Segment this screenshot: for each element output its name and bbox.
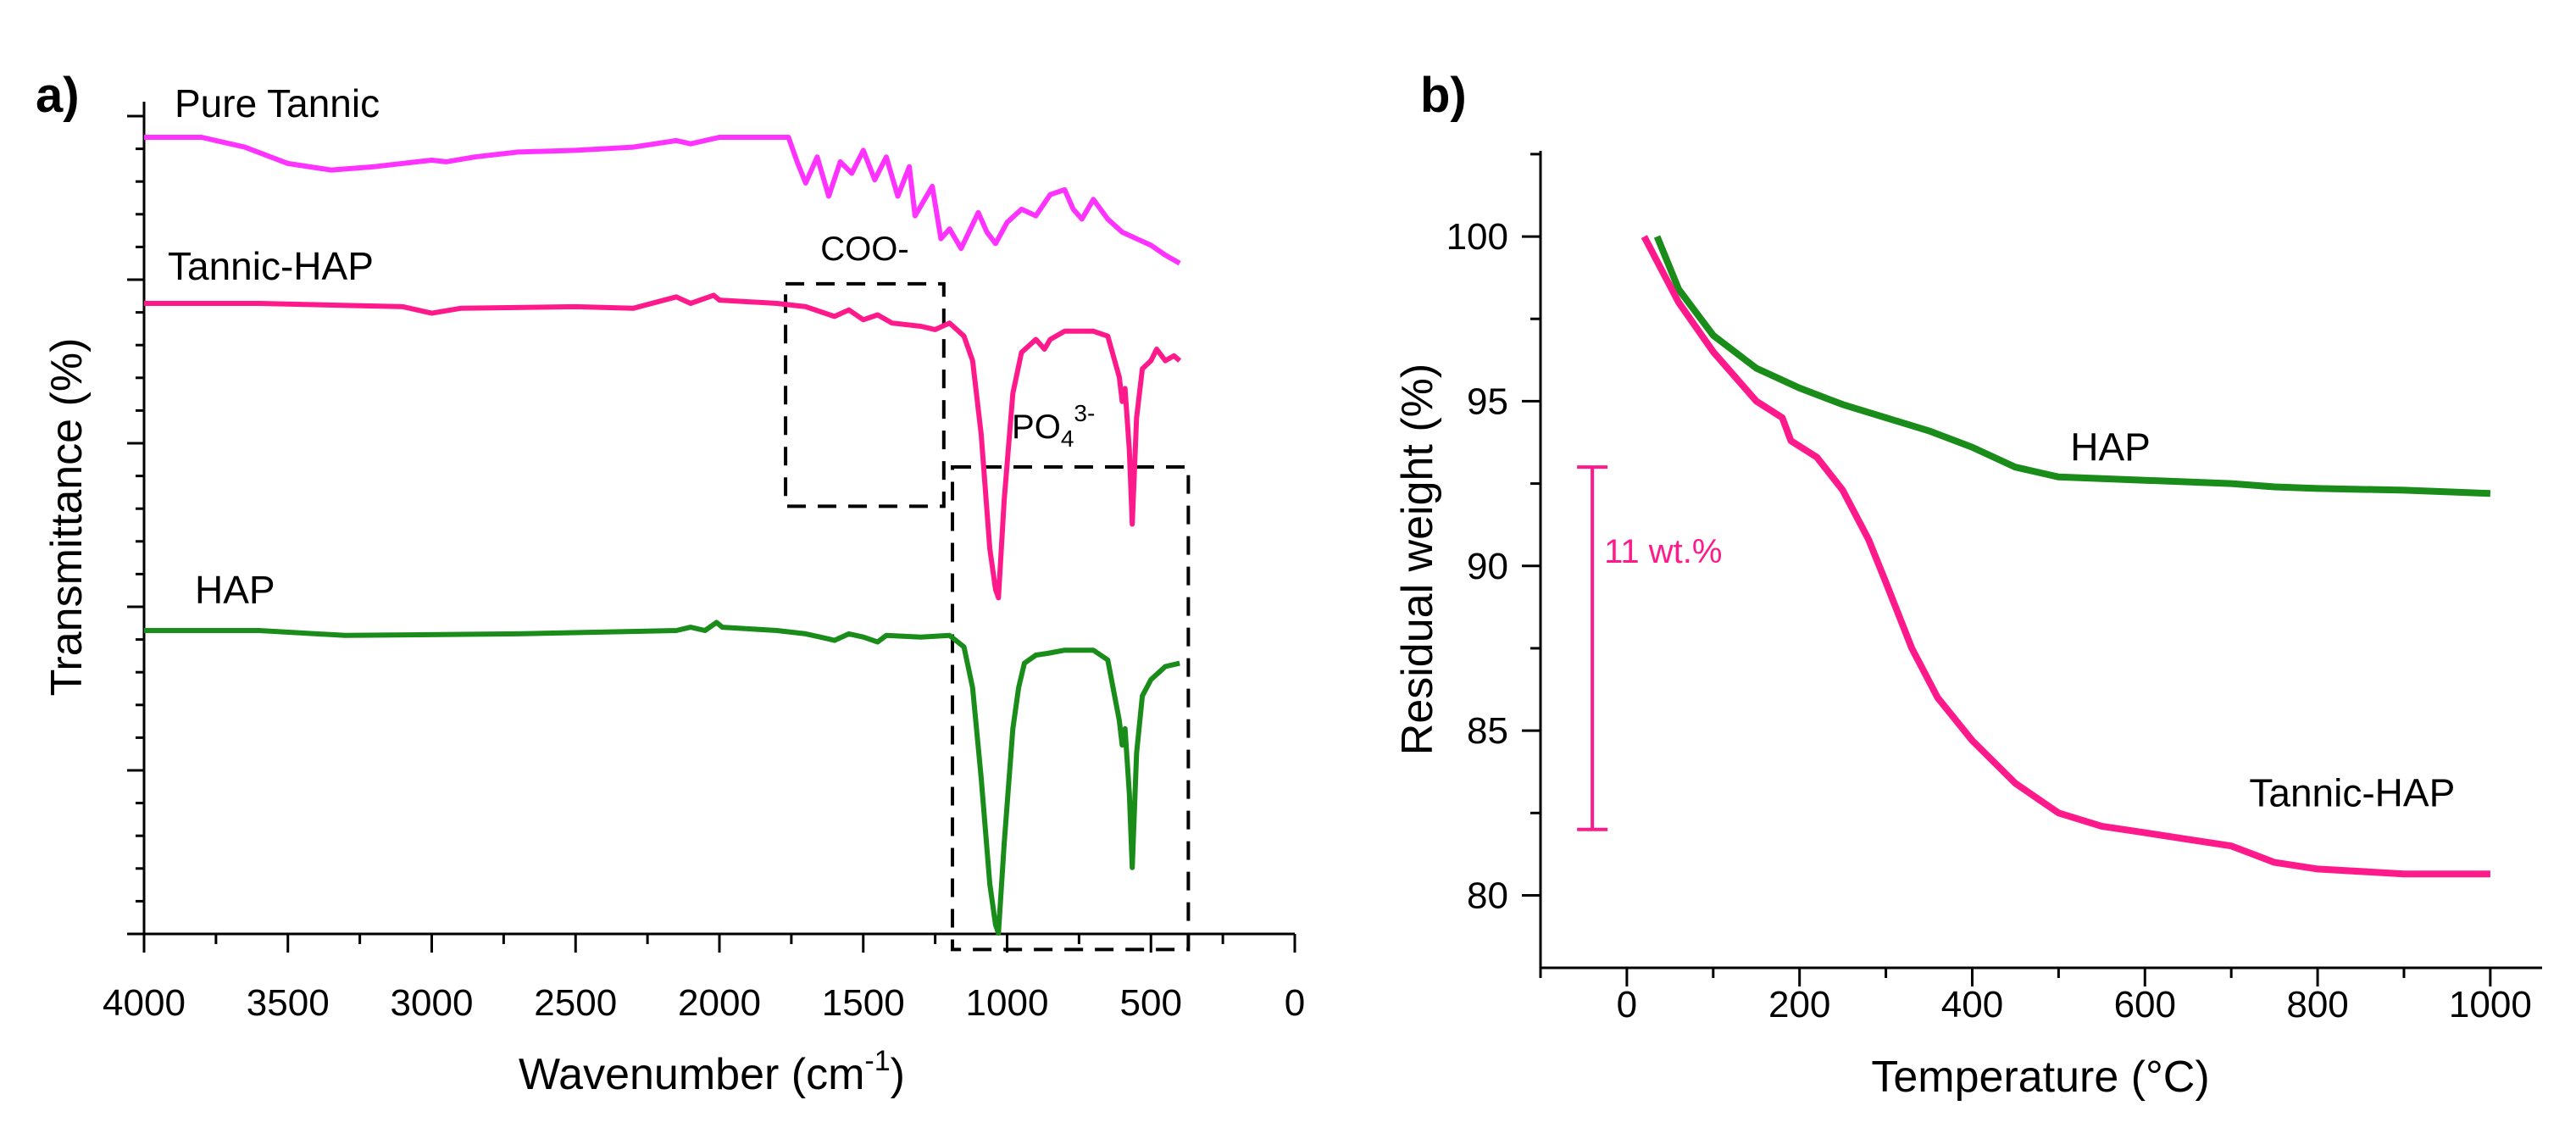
ftir-x-tick-label: 1000: [966, 982, 1049, 1024]
ftir-x-tick-label: 3000: [391, 982, 474, 1024]
tga-y-tick-label: 85: [1467, 710, 1508, 752]
ftir-x-tick-label: 500: [1120, 982, 1182, 1024]
tga-label-hap: HAP: [2070, 425, 2151, 469]
ftir-y-ticks: [127, 114, 144, 936]
weight-loss-range-label: 11 wt.%: [1604, 533, 1722, 570]
tga-x-ticks: 0 200 400 600 800 1000: [1539, 968, 2532, 1025]
ftir-y-axis-title: Transmittance (%): [42, 338, 92, 697]
tga-y-tick-label: 95: [1467, 381, 1508, 422]
ftir-panel: a) 4000 3500 3000 2500 2000 1500 1000 500 0 Wave…: [36, 68, 1305, 1099]
ftir-x-axis-title: Wavenumber (cm-1): [519, 1045, 905, 1099]
ftir-x-tick-label: 2000: [678, 982, 761, 1024]
tga-label-tannic-hap: Tannic-HAP: [2249, 771, 2455, 815]
ftir-x-tick-label: 0: [1285, 982, 1305, 1024]
ftir-series-hap: [144, 620, 1180, 936]
coo-region-label: COO-: [820, 231, 908, 268]
tga-y-tick-label: 90: [1467, 546, 1508, 587]
po4-region-label: PO43-: [1012, 400, 1095, 452]
tga-series-hap: [1653, 235, 2491, 497]
ftir-series-tannic-hap: [144, 292, 1182, 601]
tga-x-tick-label: 200: [1768, 984, 1830, 1025]
tga-x-tick-label: 1000: [2449, 984, 2532, 1025]
ftir-x-tick-label: 1500: [822, 982, 905, 1024]
panel-b-label: b): [1420, 68, 1467, 123]
ftir-label-tannic-hap: Tannic-HAP: [168, 244, 374, 288]
tga-y-ticks: 80 85 90 95 100: [1446, 153, 1541, 916]
ftir-x-tick-label: 4000: [103, 982, 186, 1024]
tga-x-tick-label: 0: [1617, 984, 1637, 1025]
tga-series-tannic-hap: [1641, 235, 2490, 878]
ftir-x-tick-label: 3500: [247, 982, 330, 1024]
po4-region-box: [950, 465, 1191, 952]
tga-x-tick-label: 600: [2114, 984, 2176, 1025]
tga-y-tick-label: 80: [1467, 875, 1508, 916]
tga-panel: b) 80 85 90 95 100 0 200 400 600 800 1000 Tempera…: [1393, 68, 2542, 1102]
ftir-x-tick-label: 2500: [534, 982, 617, 1024]
ftir-x-ticks: 4000 3500 3000 2500 2000 1500 1000 500 0: [103, 934, 1305, 1024]
tga-x-tick-label: 800: [2286, 984, 2348, 1025]
ftir-series-pure-tannic: [144, 135, 1181, 266]
panel-a-label: a): [36, 68, 80, 123]
ftir-label-hap: HAP: [195, 568, 275, 612]
tga-x-axis-title: Temperature (°C): [1871, 1053, 2209, 1102]
tga-y-tick-label: 100: [1446, 216, 1508, 258]
tga-x-tick-label: 400: [1941, 984, 2003, 1025]
tga-y-axis-title: Residual weight (%): [1393, 364, 1442, 755]
ftir-label-pure-tannic: Pure Tannic: [175, 81, 380, 125]
coo-region-box: [784, 281, 946, 508]
